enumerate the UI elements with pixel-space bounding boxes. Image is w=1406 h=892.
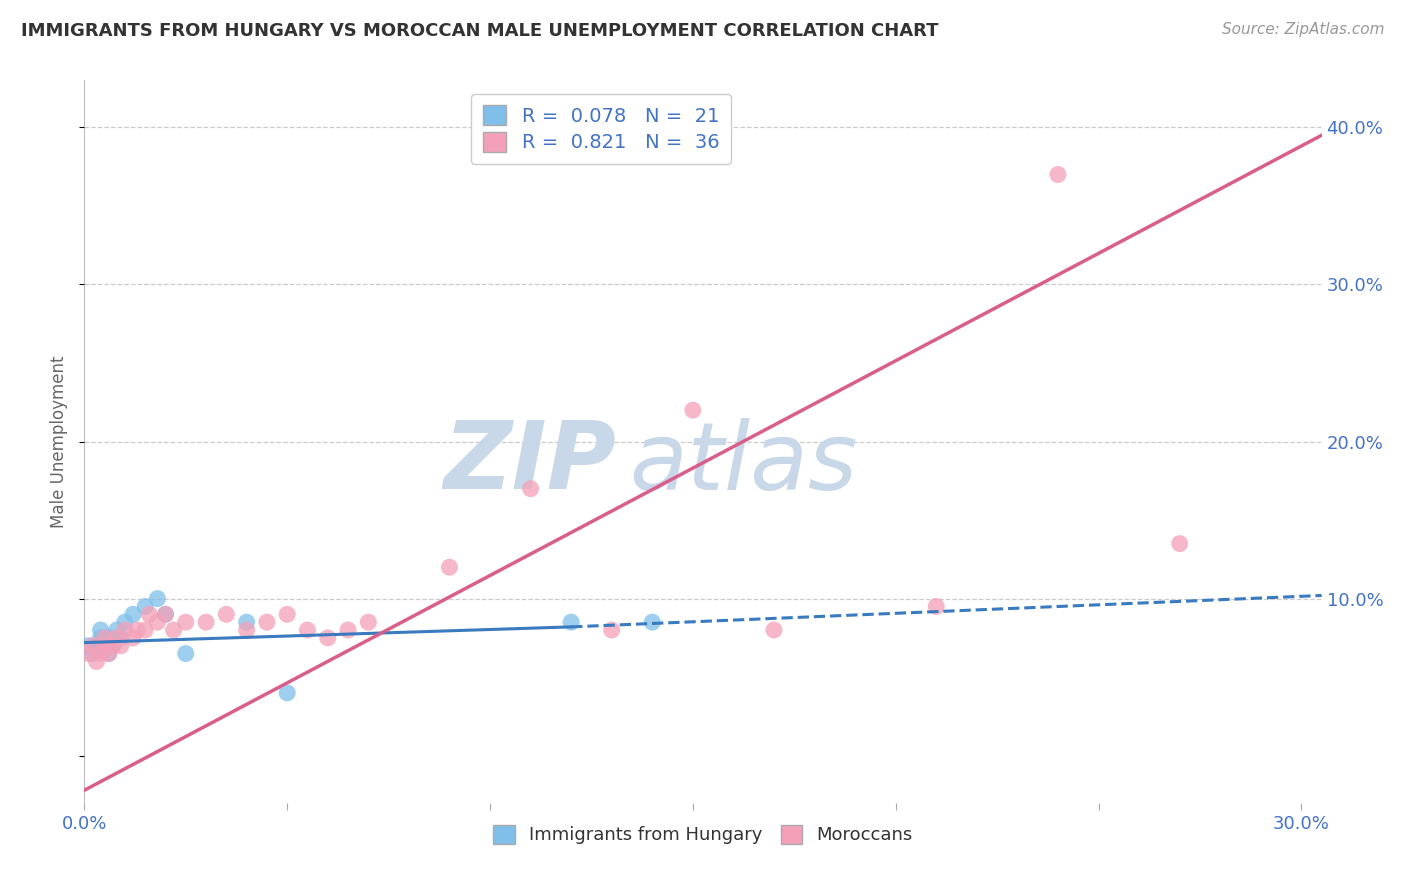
Point <box>682 403 704 417</box>
Point <box>762 623 785 637</box>
Text: Source: ZipAtlas.com: Source: ZipAtlas.com <box>1222 22 1385 37</box>
Point <box>77 639 100 653</box>
Text: IMMIGRANTS FROM HUNGARY VS MOROCCAN MALE UNEMPLOYMENT CORRELATION CHART: IMMIGRANTS FROM HUNGARY VS MOROCCAN MALE… <box>21 22 939 40</box>
Point <box>105 631 128 645</box>
Point <box>110 631 132 645</box>
Point <box>82 639 104 653</box>
Point <box>256 615 278 630</box>
Point <box>925 599 948 614</box>
Point <box>155 607 177 622</box>
Point <box>1046 168 1069 182</box>
Point <box>1168 536 1191 550</box>
Point <box>77 647 100 661</box>
Point <box>93 631 115 645</box>
Point <box>97 647 120 661</box>
Point <box>101 639 124 653</box>
Point <box>641 615 664 630</box>
Point <box>174 615 197 630</box>
Point <box>146 615 169 630</box>
Point <box>97 647 120 661</box>
Point <box>105 623 128 637</box>
Point <box>82 647 104 661</box>
Point <box>215 607 238 622</box>
Point <box>110 639 132 653</box>
Point <box>93 639 115 653</box>
Point <box>97 631 120 645</box>
Point <box>276 607 298 622</box>
Point <box>86 639 108 653</box>
Point <box>519 482 541 496</box>
Point <box>276 686 298 700</box>
Point <box>357 615 380 630</box>
Point <box>155 607 177 622</box>
Point <box>235 615 257 630</box>
Point <box>134 599 156 614</box>
Point <box>560 615 582 630</box>
Point <box>297 623 319 637</box>
Point <box>86 655 108 669</box>
Legend: Immigrants from Hungary, Moroccans: Immigrants from Hungary, Moroccans <box>486 818 920 852</box>
Point <box>174 647 197 661</box>
Text: ZIP: ZIP <box>443 417 616 509</box>
Point <box>101 639 124 653</box>
Point <box>439 560 461 574</box>
Point <box>600 623 623 637</box>
Y-axis label: Male Unemployment: Male Unemployment <box>51 355 69 528</box>
Point <box>134 623 156 637</box>
Point <box>138 607 160 622</box>
Point <box>162 623 184 637</box>
Point <box>146 591 169 606</box>
Point <box>316 631 339 645</box>
Point <box>114 623 136 637</box>
Point <box>90 647 112 661</box>
Point <box>122 631 145 645</box>
Point <box>90 623 112 637</box>
Point <box>235 623 257 637</box>
Point <box>195 615 218 630</box>
Point <box>127 623 149 637</box>
Point <box>90 631 112 645</box>
Point <box>337 623 360 637</box>
Point <box>122 607 145 622</box>
Point <box>114 615 136 630</box>
Text: atlas: atlas <box>628 417 858 508</box>
Point <box>93 639 115 653</box>
